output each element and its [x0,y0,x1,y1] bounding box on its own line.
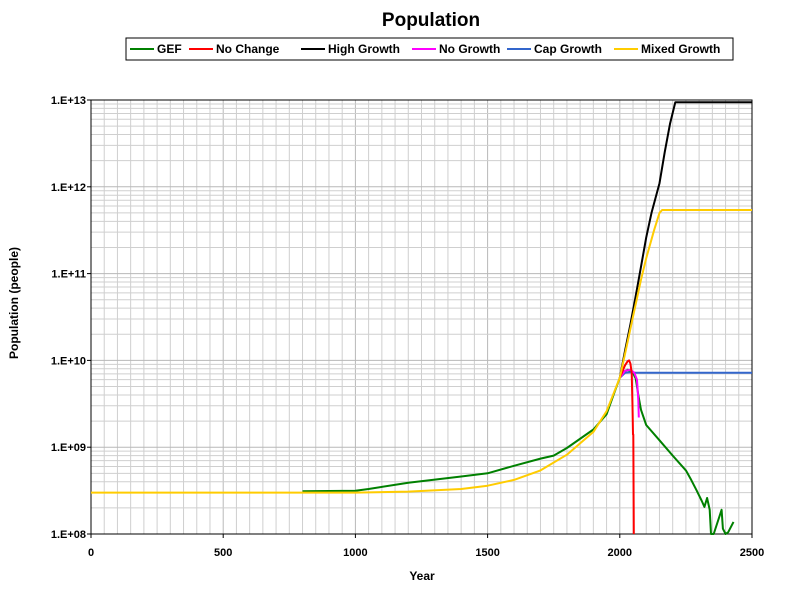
x-tick-label: 1000 [343,547,367,559]
y-tick-label: 1.E+12 [51,182,86,194]
series-line-gef [302,368,735,535]
x-tick-label: 0 [88,547,94,559]
y-axis: 1.E+08 1.E+09 1.E+10 1.E+11 1.E+12 1.E+13 [51,95,91,541]
x-axis-label: Year [409,569,435,583]
gridlines [90,100,753,535]
series-line-no-growth [618,368,640,418]
y-tick-label: 1.E+11 [51,269,86,281]
y-tick-label: 1.E+10 [51,355,86,367]
chart-title: Population [382,10,480,31]
x-tick-label: 2000 [608,547,632,559]
plot-area [90,99,753,535]
legend-label-cap-growth: Cap Growth [534,42,602,56]
y-tick-label: 1.E+09 [51,442,86,454]
x-tick-label: 2500 [740,547,764,559]
legend: GEF No Change High Growth No Growth Cap Grow… [125,37,734,61]
legend-label-no-growth: No Growth [439,42,500,56]
x-tick-label: 500 [214,547,232,559]
y-axis-label: Population (people) [7,247,21,359]
y-tick-label: 1.E+08 [51,529,86,541]
y-tick-label: 1.E+13 [51,95,86,107]
legend-label-gef: GEF [157,42,182,56]
series-line-mixed-growth [91,209,752,494]
legend-label-mixed-growth: Mixed Growth [641,42,720,56]
x-axis: 0 500 1000 1500 2000 2500 [88,534,764,559]
x-tick-label: 1500 [475,547,499,559]
legend-label-no-change: No Change [216,42,280,56]
legend-label-high-growth: High Growth [328,42,400,56]
series-lines [91,101,752,535]
series-line-no-change [618,359,635,535]
